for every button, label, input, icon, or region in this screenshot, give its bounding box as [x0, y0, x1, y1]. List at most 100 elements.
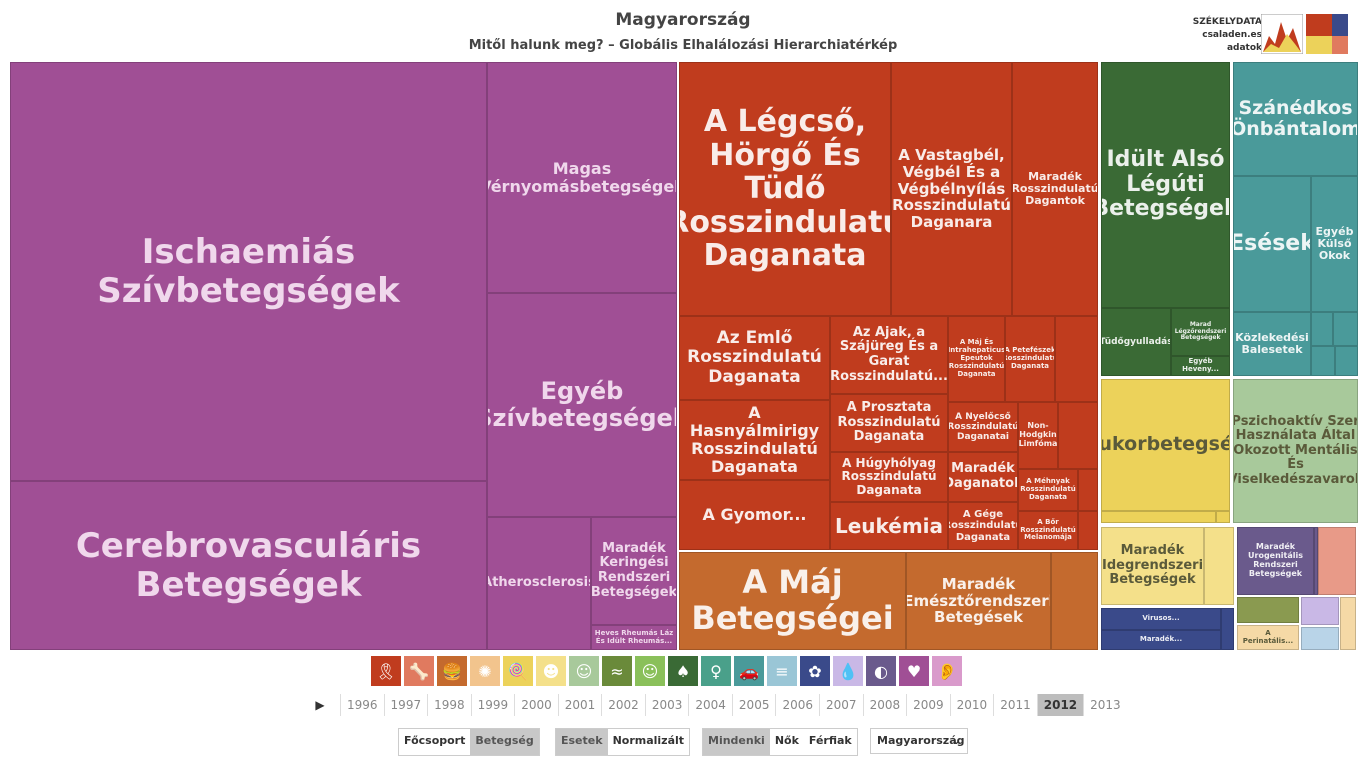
year-2002[interactable]: 2002 [601, 694, 645, 716]
country-select[interactable]: Magyarország ⌄ [870, 728, 968, 754]
play-button[interactable]: ▶ [315, 698, 325, 712]
treemap-cell[interactable]: A Máj Betegségei [679, 552, 906, 650]
treemap-cell[interactable]: Non-Hodgkin Limfóma [1018, 402, 1058, 469]
treemap-cell[interactable]: A Vastagbél, Végbél És a Végbélnyílás Ro… [891, 62, 1012, 316]
treemap-cell[interactable] [1333, 312, 1358, 346]
treemap-cell[interactable] [1204, 527, 1234, 605]
treemap-cell[interactable]: A Bőr Rosszindulatú Melanomája [1018, 511, 1078, 550]
treemap-cell[interactable]: Maradék Keringési Rendszeri Betegségek [591, 517, 677, 625]
toggle-esetek[interactable]: Esetek [556, 729, 608, 755]
year-2008[interactable]: 2008 [862, 694, 907, 716]
treemap-cell[interactable]: Tüdőgyulladás [1101, 308, 1171, 376]
treemap-cell[interactable]: A Méhnyak Rosszindulatú Daganata [1018, 469, 1078, 511]
treemap-cell[interactable]: Szánédkos Önbántalom [1233, 62, 1358, 176]
year-2003[interactable]: 2003 [644, 694, 689, 716]
ear-icon[interactable]: 👂 [932, 656, 962, 686]
treemap-cell[interactable]: Az Emlő Rosszindulatú Daganata [679, 316, 830, 400]
year-2013[interactable]: 2013 [1083, 694, 1127, 716]
treemap-cell[interactable]: A Perinatális... [1237, 625, 1299, 650]
year-1996[interactable]: 1996 [340, 694, 384, 716]
treemap-cell[interactable]: A Gége Rosszindulatú Daganata [948, 502, 1018, 550]
food-icon[interactable]: 🍔 [437, 656, 467, 686]
treemap-cell[interactable] [1314, 527, 1318, 595]
treemap-cell[interactable] [1311, 346, 1335, 376]
head-icon[interactable]: ☻ [536, 656, 566, 686]
dna-icon[interactable]: ≈ [602, 656, 632, 686]
list-icon[interactable]: ≡ [767, 656, 797, 686]
treemap-cell[interactable] [1221, 608, 1234, 650]
toggle-ferfiak[interactable]: Férfiak [803, 729, 857, 755]
smile-icon[interactable]: ☺ [635, 656, 665, 686]
year-2006[interactable]: 2006 [775, 694, 819, 716]
year-2005[interactable]: 2005 [731, 694, 776, 716]
treemap-cell[interactable] [1078, 469, 1098, 511]
toggle-mindenki[interactable]: Mindenki [703, 729, 770, 755]
year-2009[interactable]: 2009 [906, 694, 950, 716]
treemap-cell[interactable]: A Máj És Intrahepaticus Epeutok Rosszind… [948, 316, 1005, 402]
treemap-cell[interactable]: Maradék... [1101, 630, 1221, 650]
treemap-cell[interactable]: Az Ajak, a Szájüreg És a Garat Rosszindu… [830, 316, 948, 394]
year-2012[interactable]: 2012 [1036, 694, 1084, 716]
treemap-cell[interactable]: Maradék Urogenitális Rendszeri Betegsége… [1237, 527, 1314, 595]
year-2000[interactable]: 2000 [514, 694, 558, 716]
year-2001[interactable]: 2001 [557, 694, 602, 716]
treemap-cell[interactable]: Leukémia [830, 502, 948, 550]
treemap-cell[interactable] [1216, 511, 1230, 523]
treemap-cell[interactable] [1101, 511, 1216, 523]
treemap-cell[interactable]: Marad Légzőrendszeri Betegségek [1171, 308, 1230, 356]
treemap-cell[interactable]: Idült Alsó Légúti Betegségek [1101, 62, 1230, 308]
bacteria-icon[interactable]: ✿ [800, 656, 830, 686]
toggle-normalizalt[interactable]: Normalizált [607, 729, 690, 755]
treemap-cell[interactable]: Pszichoaktív Szer Használata Által Okozo… [1233, 379, 1358, 523]
toggle-focsoport[interactable]: Főcsoport [399, 729, 471, 755]
treemap-cell[interactable]: Maradék Idegrendszeri Betegségek [1101, 527, 1204, 605]
treemap-cell[interactable]: A Prosztata Rosszindulatú Daganata [830, 394, 948, 452]
treemap-cell[interactable] [1301, 597, 1339, 625]
treemap-cell[interactable]: Virusos... [1101, 608, 1221, 630]
treemap-cell[interactable]: A Gyomor... [679, 480, 830, 550]
treemap-cell[interactable]: Közlekedési Balesetek [1233, 312, 1311, 376]
treemap-cell[interactable]: Ischaemiás Szívbetegségek [10, 62, 487, 481]
treemap-cell[interactable] [1051, 552, 1098, 650]
year-2007[interactable]: 2007 [819, 694, 863, 716]
year-2010[interactable]: 2010 [949, 694, 994, 716]
treemap-cell[interactable]: A Hasnyálmirigy Rosszindulatú Daganata [679, 400, 830, 480]
treemap-cell[interactable]: Egyéb Szívbetegségek [487, 293, 677, 517]
toggle-betegseg[interactable]: Betegség [470, 729, 539, 755]
year-2011[interactable]: 2011 [993, 694, 1037, 716]
treemap-cell[interactable] [1078, 511, 1098, 550]
treemap-cell[interactable]: Egyéb Külső Okok [1311, 176, 1358, 312]
treemap-cell[interactable]: Cerebrovasculáris Betegségek [10, 481, 487, 650]
baby-icon[interactable]: ☺ [569, 656, 599, 686]
treemap-cell[interactable]: Cukorbetegség [1101, 379, 1230, 511]
treemap-cell[interactable]: Maradék Daganatok [948, 452, 1018, 502]
treemap-cell[interactable] [1335, 346, 1358, 376]
year-2004[interactable]: 2004 [688, 694, 732, 716]
year-1999[interactable]: 1999 [470, 694, 515, 716]
year-1998[interactable]: 1998 [427, 694, 471, 716]
treemap-cell[interactable] [1058, 402, 1098, 469]
lollipop-icon[interactable]: 🍭 [503, 656, 533, 686]
treemap-cell[interactable] [1318, 527, 1356, 595]
treemap-cell[interactable] [1301, 627, 1339, 650]
treemap-chart[interactable]: Ischaemiás Szívbetegségek Cerebrovasculár… [10, 62, 1358, 650]
treemap-cell[interactable]: Egyéb Heveny... [1171, 356, 1230, 376]
treemap-cell[interactable]: A Petefészek Rosszindulatú Daganata [1005, 316, 1055, 402]
treemap-cell[interactable]: Maradék Emésztőrendszeri Betegések [906, 552, 1051, 650]
treemap-cell[interactable]: A Húgyhólyag Rosszindulatú Daganata [830, 452, 948, 502]
treemap-cell[interactable]: Atherosclerosis [487, 517, 591, 650]
drop-icon[interactable]: 💧 [833, 656, 863, 686]
treemap-cell[interactable]: Esések [1233, 176, 1311, 312]
treemap-cell[interactable] [1311, 312, 1333, 346]
bone-icon[interactable]: 🦴 [404, 656, 434, 686]
treemap-cell[interactable]: Heves Rheumás Láz És Idült Rheumás... [591, 625, 677, 650]
kidney-icon[interactable]: ◐ [866, 656, 896, 686]
treemap-cell[interactable] [1340, 597, 1356, 650]
pregnant-icon[interactable]: ♀ [701, 656, 731, 686]
treemap-cell[interactable]: Magas Vérnyomásbetegségek [487, 62, 677, 293]
pattern-icon[interactable]: ✺ [470, 656, 500, 686]
year-1997[interactable]: 1997 [383, 694, 428, 716]
treemap-cell[interactable]: A Nyelőcső Rosszindulatú Daganatai [948, 402, 1018, 452]
treemap-cell[interactable] [1055, 316, 1098, 402]
treemap-cell[interactable]: A Légcső, Hörgő És Tüdő Rosszindulatú Da… [679, 62, 891, 316]
